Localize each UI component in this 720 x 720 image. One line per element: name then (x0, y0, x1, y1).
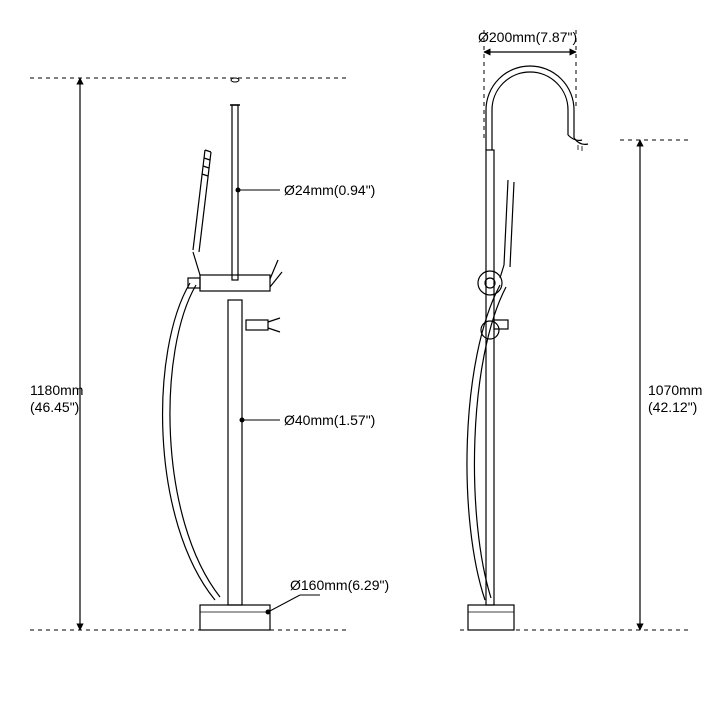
side-main-column (486, 150, 494, 605)
side-gooseneck (486, 66, 588, 151)
label-total-height-mm: 1180mm (30, 382, 83, 398)
faucet-dimension-diagram: 1180mm (46.45") (0, 0, 720, 720)
label-side-height-mm: 1070mm (648, 382, 702, 398)
label-column-dia: Ø40mm(1.57") (284, 412, 375, 428)
front-base-plate (200, 605, 270, 630)
front-spout-riser (232, 105, 238, 280)
label-arc-width: Ø200mm(7.87") (478, 29, 577, 45)
side-base-plate (468, 605, 514, 630)
label-total-height-in: (46.45") (30, 399, 79, 415)
front-view: 1180mm (46.45") (30, 78, 389, 630)
label-spout-dia: Ø24mm(0.94") (284, 182, 375, 198)
front-valve-body (188, 260, 282, 332)
front-handshower (163, 150, 220, 600)
side-view: Ø200mm(7.87") 1070mm (42.12") (460, 29, 702, 630)
side-handshower (467, 180, 514, 600)
label-side-height-in: (42.12") (648, 399, 697, 415)
front-main-column (228, 300, 242, 605)
label-base-dia: Ø160mm(6.29") (290, 577, 389, 593)
